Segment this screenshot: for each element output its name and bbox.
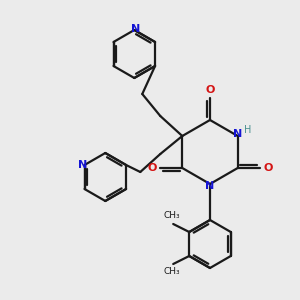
Text: N: N (233, 129, 242, 139)
Text: O: O (263, 163, 272, 173)
Text: H: H (244, 125, 251, 135)
Text: N: N (78, 160, 87, 170)
Text: O: O (205, 85, 215, 95)
Text: CH₃: CH₃ (164, 212, 181, 220)
Text: N: N (131, 24, 140, 34)
Text: N: N (206, 181, 214, 191)
Text: O: O (148, 163, 157, 173)
Text: CH₃: CH₃ (164, 268, 181, 277)
